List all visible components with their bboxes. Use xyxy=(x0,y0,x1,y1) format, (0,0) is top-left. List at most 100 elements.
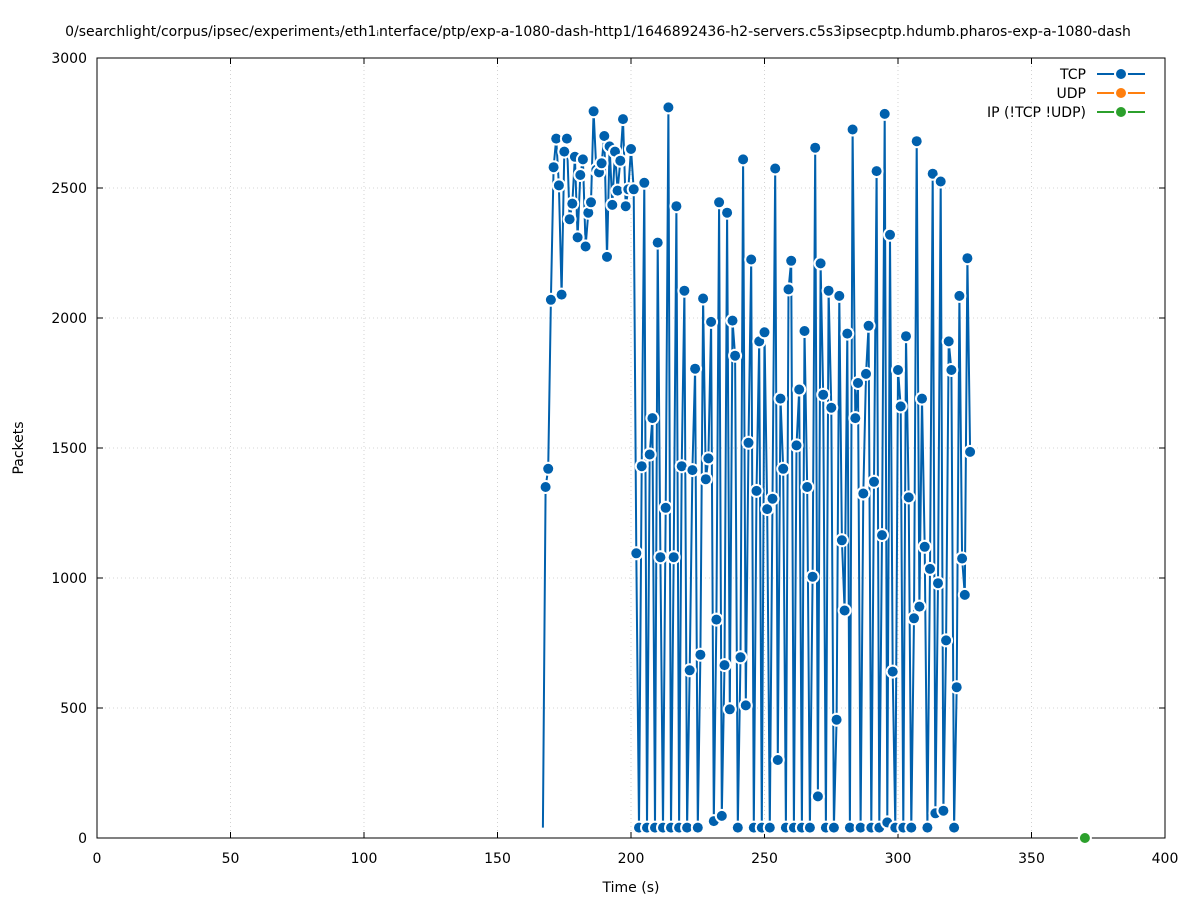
data-point xyxy=(610,146,620,157)
y-tick-label: 500 xyxy=(60,701,87,717)
y-axis-label: Packets xyxy=(11,421,27,474)
data-point xyxy=(762,504,773,515)
data-point xyxy=(823,285,834,296)
data-point xyxy=(943,336,954,347)
data-point xyxy=(925,563,935,574)
x-tick-label: 400 xyxy=(1152,851,1179,867)
data-point xyxy=(660,502,671,513)
data-point xyxy=(847,124,858,135)
data-point xyxy=(957,553,968,564)
data-point xyxy=(687,465,698,476)
data-point xyxy=(738,154,749,165)
data-point xyxy=(620,201,631,212)
data-point xyxy=(743,437,754,448)
data-point xyxy=(706,316,717,327)
data-point xyxy=(794,384,805,395)
data-point xyxy=(839,605,850,616)
x-tick-label: 150 xyxy=(484,851,511,867)
data-point xyxy=(783,284,794,295)
data-point xyxy=(636,461,647,472)
data-point xyxy=(1079,833,1090,843)
data-point xyxy=(893,365,903,375)
legend-swatch-point xyxy=(1116,107,1126,117)
data-point xyxy=(647,413,658,424)
data-point xyxy=(764,822,775,833)
data-point xyxy=(575,170,586,180)
data-point xyxy=(631,548,642,559)
data-point xyxy=(698,293,709,304)
data-point xyxy=(941,635,952,646)
data-point xyxy=(933,578,943,589)
data-point xyxy=(954,290,965,301)
data-point xyxy=(692,822,703,833)
data-point xyxy=(903,492,914,503)
data-point xyxy=(799,326,810,336)
data-point xyxy=(962,253,973,264)
data-point xyxy=(965,446,976,457)
data-point xyxy=(772,755,783,765)
data-point xyxy=(730,350,741,361)
legend-label: IP (!TCP !UDP) xyxy=(987,105,1086,121)
x-tick-label: 100 xyxy=(351,851,378,867)
data-point xyxy=(935,176,946,187)
data-point xyxy=(871,166,882,177)
x-tick-label: 50 xyxy=(222,851,240,867)
data-point xyxy=(754,336,765,347)
data-point xyxy=(751,485,762,496)
data-point xyxy=(612,185,623,196)
data-point xyxy=(831,714,842,725)
data-point xyxy=(922,822,933,833)
data-point xyxy=(895,401,906,412)
data-point xyxy=(858,488,869,499)
data-point xyxy=(759,327,770,338)
x-axis-label: Time (s) xyxy=(602,880,660,896)
data-point xyxy=(879,108,890,119)
data-point xyxy=(844,822,855,833)
data-point xyxy=(607,199,618,210)
data-point xyxy=(572,232,583,243)
data-point xyxy=(746,254,757,265)
legend: TCP UDP IP (!TCP !UDP) xyxy=(987,67,1145,121)
data-point xyxy=(553,180,564,191)
data-point xyxy=(663,102,674,113)
series-line xyxy=(541,106,972,829)
data-point xyxy=(911,136,922,147)
data-point xyxy=(812,791,823,802)
y-tick-label: 0 xyxy=(78,831,87,847)
data-point xyxy=(786,255,797,266)
y-tick-label: 3000 xyxy=(51,51,87,67)
x-tick-label: 250 xyxy=(751,851,778,867)
legend-label: UDP xyxy=(1057,86,1086,102)
data-point xyxy=(836,535,847,546)
y-tick-label: 2500 xyxy=(51,181,87,197)
data-point xyxy=(778,463,789,474)
x-tick-label: 300 xyxy=(885,851,912,867)
data-point xyxy=(628,184,639,195)
data-point xyxy=(567,198,578,209)
data-point xyxy=(826,402,837,413)
data-point xyxy=(842,328,853,339)
data-point xyxy=(577,154,588,165)
data-point xyxy=(615,155,626,166)
data-point xyxy=(684,665,695,676)
data-point xyxy=(804,822,815,833)
legend-label: TCP xyxy=(1059,67,1086,83)
data-point xyxy=(580,241,591,252)
data-point xyxy=(946,365,957,375)
data-point xyxy=(676,461,687,472)
series-lines xyxy=(541,106,972,829)
data-point xyxy=(906,822,917,833)
y-tick-label: 2000 xyxy=(51,311,87,327)
data-point xyxy=(917,393,927,404)
data-point xyxy=(855,822,866,833)
data-point xyxy=(727,315,738,326)
data-point xyxy=(869,476,879,487)
data-point xyxy=(914,601,925,612)
grid xyxy=(97,58,1165,838)
data-point xyxy=(561,133,572,144)
data-point xyxy=(740,700,751,711)
data-point xyxy=(682,822,693,833)
data-point xyxy=(652,237,663,248)
data-point xyxy=(815,258,826,269)
